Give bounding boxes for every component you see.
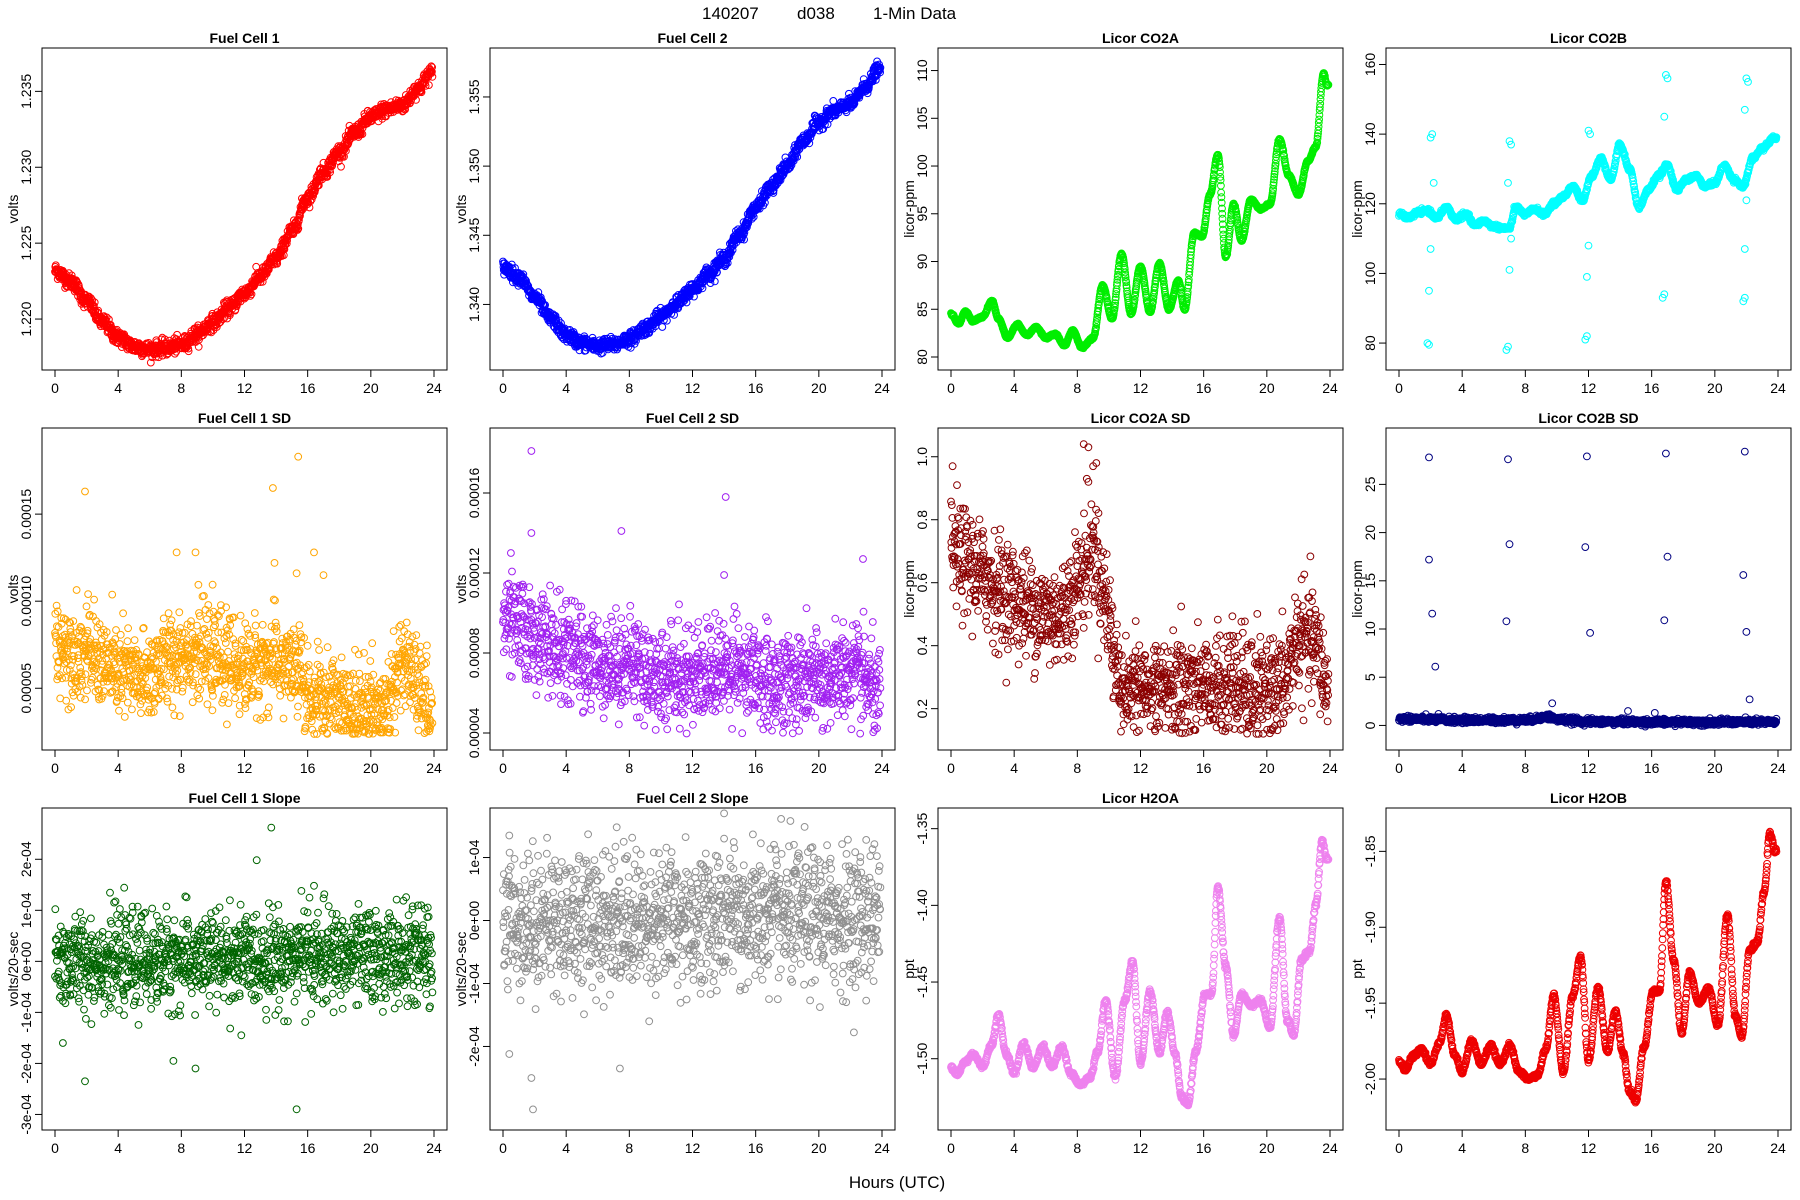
x-tick-label: 12 <box>1133 380 1149 396</box>
y-tick-label: 100 <box>914 154 930 178</box>
x-tick-label: 4 <box>1010 380 1018 396</box>
y-tick-label: 1.225 <box>18 225 34 260</box>
x-axis: 0 4 8 12 16 20 24 <box>499 369 890 396</box>
y-tick-label: 1.355 <box>466 79 482 114</box>
x-tick-label: 16 <box>300 380 316 396</box>
data-point <box>279 251 288 260</box>
x-tick-label: 0 <box>51 380 59 396</box>
data-point <box>305 203 314 212</box>
x-axis: 0 4 8 12 16 20 24 <box>947 369 1338 396</box>
data-point <box>247 290 256 299</box>
figure-title-id: 140207 <box>702 4 759 23</box>
data-point <box>173 330 182 339</box>
data-point <box>234 297 243 306</box>
y-tick-label: 1.220 <box>18 301 34 336</box>
x-tick-label: 4 <box>562 380 570 396</box>
x-tick-label: 24 <box>1322 380 1338 396</box>
y-axis: 80 85 90 95 100 105 110 <box>914 59 938 365</box>
data-point <box>226 311 234 320</box>
x-tick-label: 0 <box>947 380 955 396</box>
y-tick-label: 1.345 <box>466 218 482 253</box>
data-point <box>90 302 98 310</box>
data-point <box>90 298 99 307</box>
y-tick-label: 110 <box>914 59 930 82</box>
data-point <box>94 306 103 315</box>
y-tick-label: 90 <box>914 254 930 270</box>
x-tick-label: 16 <box>1196 380 1212 396</box>
x-tick-label: 8 <box>625 380 633 396</box>
data-point <box>154 353 163 362</box>
chart-title: Fuel Cell 2 <box>657 30 727 46</box>
data-point <box>146 358 155 367</box>
y-tick-label: 1.230 <box>18 150 34 185</box>
x-tick-label: 24 <box>874 380 890 396</box>
data-point <box>246 292 255 300</box>
y-tick-label: 1.340 <box>466 287 482 322</box>
y-axis: 1.220 1.225 1.230 1.235 <box>18 74 42 337</box>
y-tick-label: 80 <box>914 349 930 365</box>
x-tick-label: 0 <box>499 380 507 396</box>
y-tick-label: 105 <box>914 106 930 130</box>
y-axis-label: volts <box>5 195 21 224</box>
x-tick-label: 8 <box>1073 380 1081 396</box>
data-point <box>314 181 323 190</box>
figure-xlabel: Hours (UTC) <box>849 1173 945 1192</box>
x-tick-label: 12 <box>237 380 253 396</box>
x-tick-label: 20 <box>811 380 827 396</box>
x-tick-label: 16 <box>748 380 764 396</box>
x-tick-label: 20 <box>363 380 379 396</box>
y-tick-label: 85 <box>914 301 930 317</box>
x-tick-label: 24 <box>426 380 442 396</box>
chart-title: Licor CO2A <box>1102 30 1179 46</box>
data-point <box>87 294 95 303</box>
data-series <box>947 69 1333 353</box>
data-point <box>282 239 291 248</box>
x-tick-label: 4 <box>114 380 122 396</box>
data-point <box>171 349 179 358</box>
data-series <box>499 57 885 358</box>
y-tick-label: 1.235 <box>18 74 34 109</box>
chart-title: Licor CO2B <box>1550 30 1627 46</box>
chart-title: Fuel Cell 1 <box>209 30 279 46</box>
data-point <box>102 313 111 322</box>
figure-title-code: d038 <box>797 4 835 23</box>
x-tick-label: 12 <box>685 380 701 396</box>
figure-title-desc: 1-Min Data <box>873 4 957 23</box>
data-point <box>289 230 298 239</box>
data-point <box>184 347 193 356</box>
x-axis: 0 4 8 12 16 20 24 <box>51 369 442 396</box>
data-series <box>51 62 437 367</box>
data-series <box>1395 71 1781 354</box>
y-tick-label: 1.350 <box>466 148 482 183</box>
x-tick-label: 20 <box>1259 380 1275 396</box>
data-point <box>88 296 97 305</box>
x-tick-label: 8 <box>177 380 185 396</box>
data-point <box>658 323 667 331</box>
y-tick-label: 95 <box>914 206 930 222</box>
y-axis: 1.340 1.345 1.350 1.355 <box>466 79 490 322</box>
